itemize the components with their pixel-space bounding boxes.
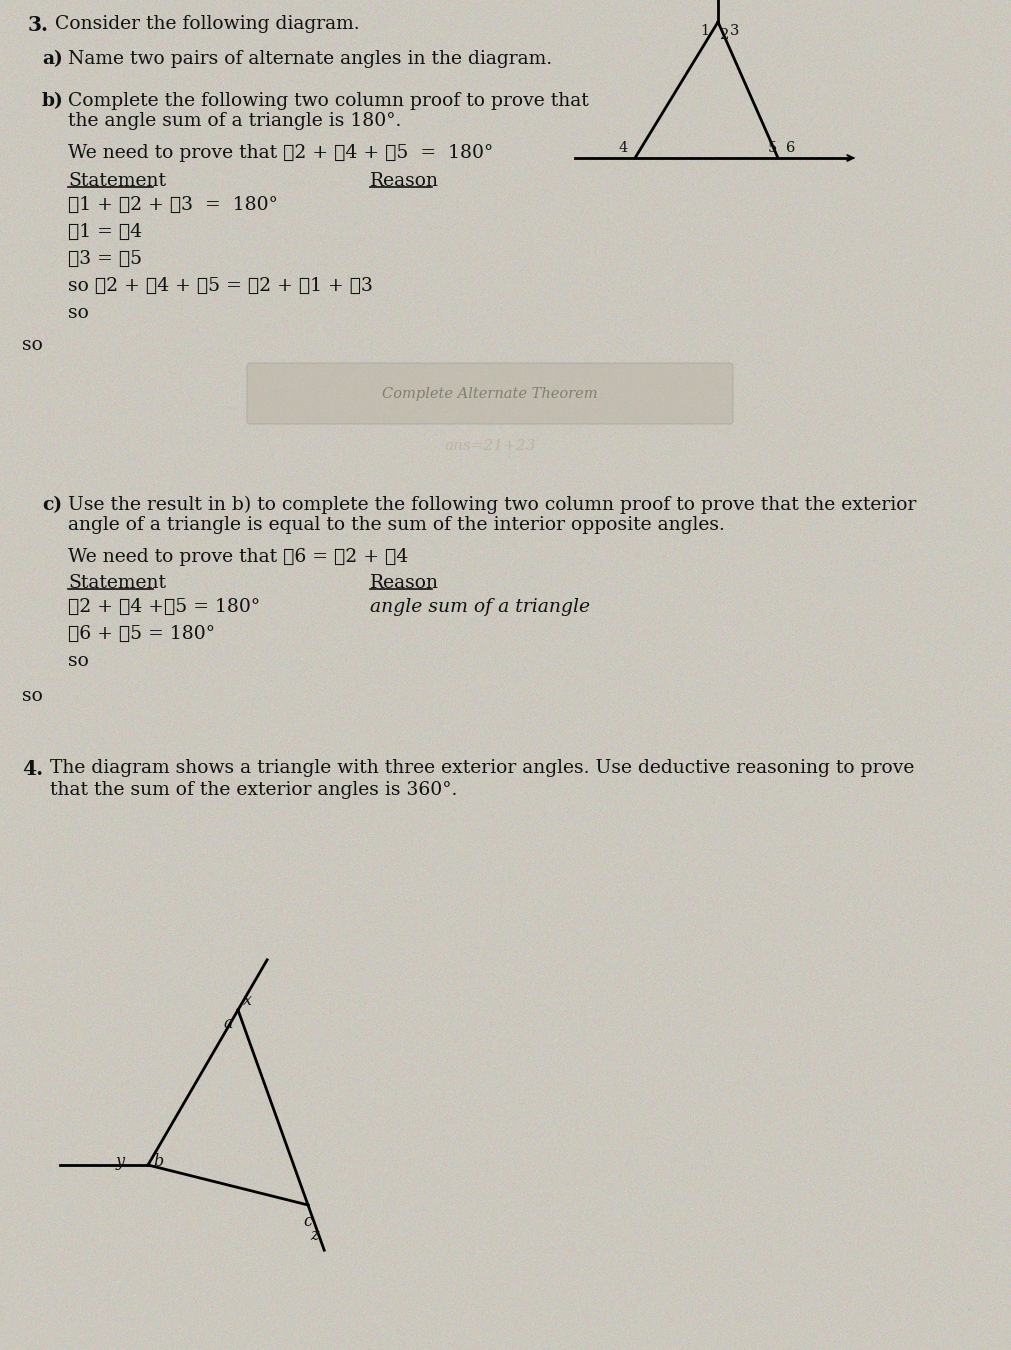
FancyBboxPatch shape (247, 363, 732, 424)
Text: Reason: Reason (370, 574, 439, 593)
Text: We need to prove that ∢6 = ∢2 + ∢4: We need to prove that ∢6 = ∢2 + ∢4 (68, 548, 407, 566)
Text: the angle sum of a triangle is 180°.: the angle sum of a triangle is 180°. (68, 112, 401, 130)
Text: z: z (309, 1227, 318, 1243)
Text: that the sum of the exterior angles is 360°.: that the sum of the exterior angles is 3… (50, 782, 457, 799)
Text: Statement: Statement (68, 574, 166, 593)
Text: angle of a triangle is equal to the sum of the interior opposite angles.: angle of a triangle is equal to the sum … (68, 516, 724, 535)
Text: 6: 6 (786, 140, 795, 155)
Text: 4: 4 (619, 140, 628, 155)
Text: 2: 2 (719, 28, 729, 42)
Text: a): a) (42, 50, 63, 68)
Text: 3.: 3. (28, 15, 49, 35)
Text: Statement: Statement (68, 171, 166, 190)
Text: b: b (153, 1153, 163, 1170)
Text: angle sum of a triangle: angle sum of a triangle (370, 598, 589, 616)
Text: a: a (222, 1015, 233, 1031)
Text: 5: 5 (767, 140, 776, 155)
Text: Reason: Reason (370, 171, 439, 190)
Text: so: so (68, 652, 89, 670)
Text: Name two pairs of alternate angles in the diagram.: Name two pairs of alternate angles in th… (68, 50, 552, 68)
Text: b): b) (42, 92, 64, 109)
Text: Complete Alternate Theorem: Complete Alternate Theorem (382, 387, 598, 401)
Text: Complete the following two column proof to prove that: Complete the following two column proof … (68, 92, 588, 109)
Text: ∢3 = ∢5: ∢3 = ∢5 (68, 250, 142, 269)
Text: ∢6 + ∢5 = 180°: ∢6 + ∢5 = 180° (68, 625, 214, 643)
Text: ∢1 + ∢2 + ∢3  =  180°: ∢1 + ∢2 + ∢3 = 180° (68, 196, 278, 215)
Text: so: so (68, 304, 89, 323)
Text: ∢1 = ∢4: ∢1 = ∢4 (68, 223, 142, 242)
Text: so ∢2 + ∢4 + ∢5 = ∢2 + ∢1 + ∢3: so ∢2 + ∢4 + ∢5 = ∢2 + ∢1 + ∢3 (68, 277, 372, 296)
Text: so: so (22, 336, 42, 354)
Text: x: x (243, 992, 252, 1008)
Text: 3: 3 (729, 24, 739, 38)
Text: Consider the following diagram.: Consider the following diagram. (55, 15, 359, 32)
Text: ans=21+23: ans=21+23 (444, 439, 535, 454)
Text: Use the result in b) to complete the following two column proof to prove that th: Use the result in b) to complete the fol… (68, 495, 916, 514)
Text: 1: 1 (700, 24, 709, 38)
Text: ∢2 + ∢4 +∢5 = 180°: ∢2 + ∢4 +∢5 = 180° (68, 598, 260, 616)
Text: c: c (302, 1214, 311, 1230)
Text: The diagram shows a triangle with three exterior angles. Use deductive reasoning: The diagram shows a triangle with three … (50, 759, 914, 778)
Text: c): c) (42, 495, 62, 514)
Text: We need to prove that ∢2 + ∢4 + ∢5  =  180°: We need to prove that ∢2 + ∢4 + ∢5 = 180… (68, 144, 492, 162)
Text: y: y (116, 1153, 125, 1170)
Text: so: so (22, 687, 42, 705)
Text: 4.: 4. (22, 759, 43, 779)
